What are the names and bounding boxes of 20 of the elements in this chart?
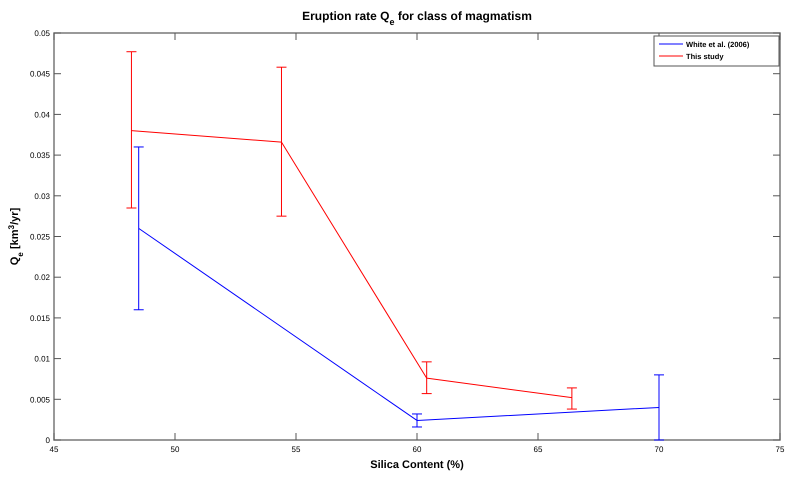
y-tick-label: 0.005 (30, 395, 51, 404)
chart-title: Eruption rate Q$_{e}$ for class of magmatism (302, 9, 532, 27)
y-tick-label: 0 (46, 436, 51, 445)
x-tick-label: 65 (534, 445, 543, 454)
y-tick-label: 0.02 (34, 273, 51, 282)
x-tick-label: 70 (654, 445, 664, 454)
y-tick-label: 0.035 (30, 151, 51, 160)
x-tick-label: 60 (412, 445, 422, 454)
y-tick-label: 0.03 (34, 192, 51, 201)
y-tick-label: 0.025 (30, 232, 51, 242)
x-tick-label: 75 (776, 445, 785, 454)
x-axis-title: Silica Content (%) (370, 459, 464, 471)
x-tick-label: 45 (50, 445, 59, 454)
y-tick-label: 0.05 (34, 29, 51, 38)
y-tick-label: 0.01 (34, 354, 51, 364)
y-tick-label: 0.015 (30, 314, 51, 323)
x-tick-label: 55 (292, 445, 301, 454)
y-tick-label: 0.04 (34, 110, 51, 120)
y-tick-label: 0.045 (30, 70, 51, 79)
x-tick-label: 50 (170, 445, 180, 454)
